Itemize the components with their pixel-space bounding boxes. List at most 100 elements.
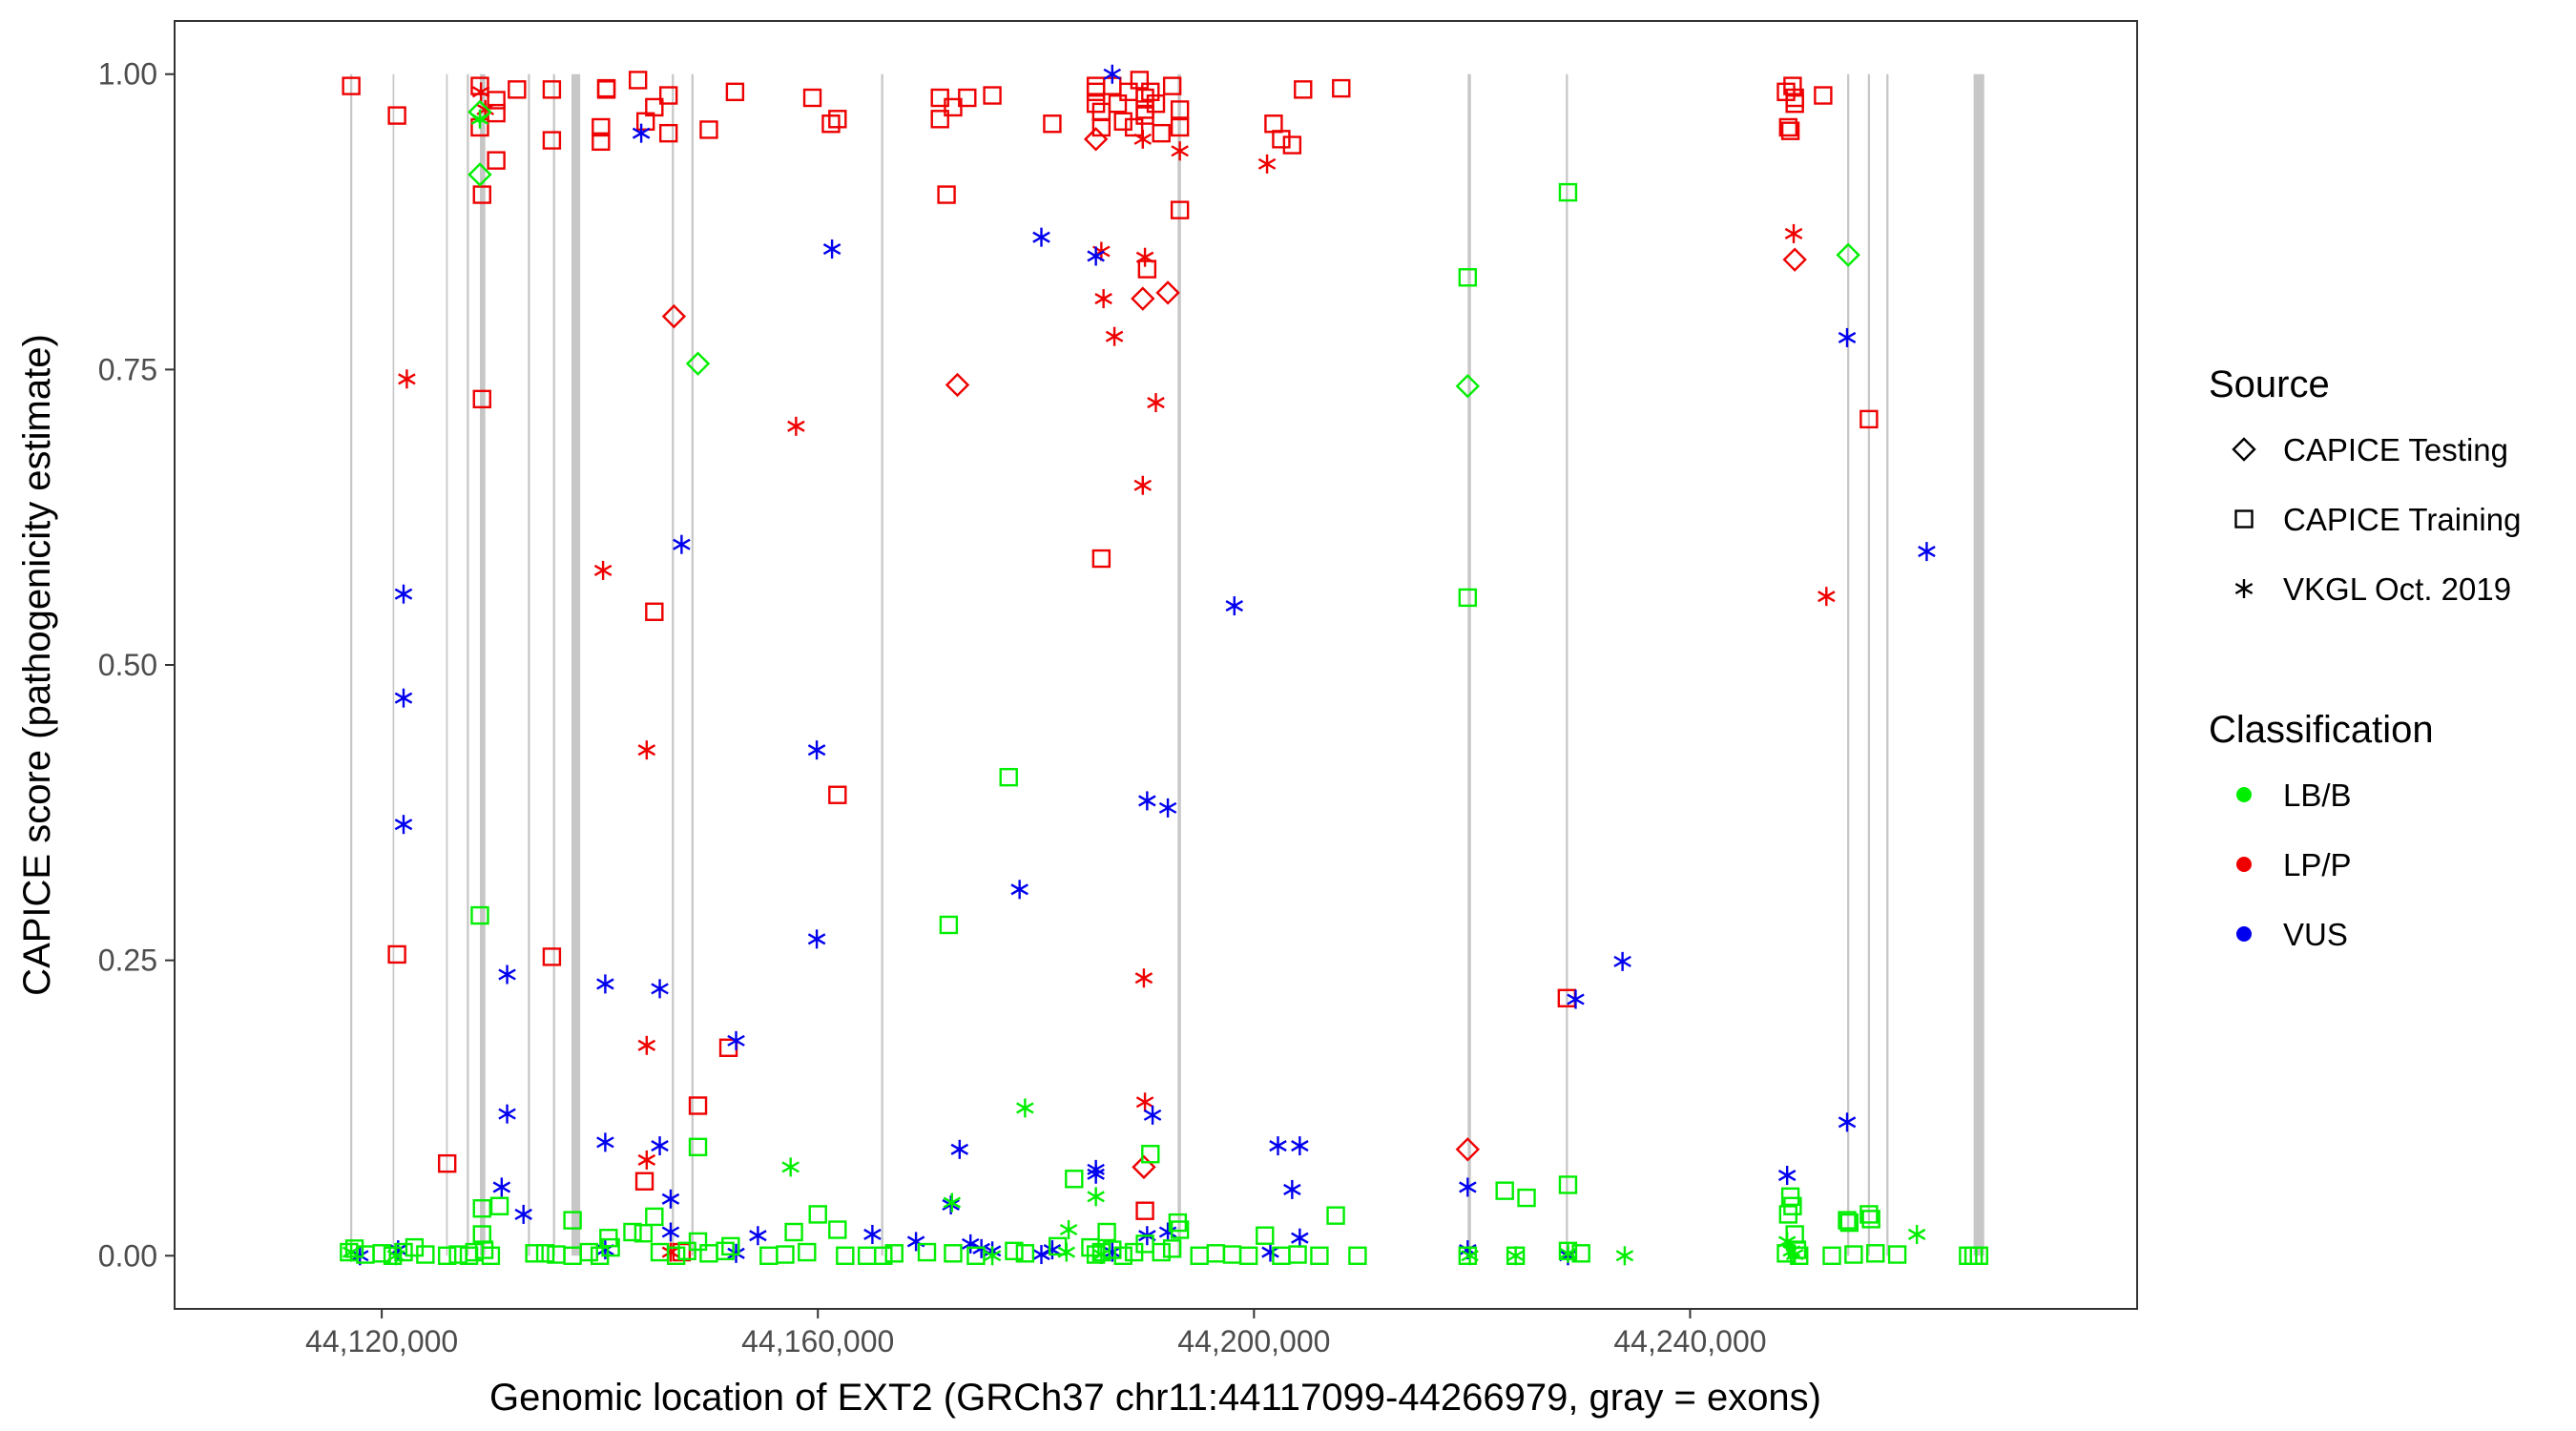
data-point bbox=[651, 979, 669, 999]
data-point bbox=[1866, 1244, 1885, 1263]
data-point bbox=[1261, 1242, 1279, 1262]
data-point bbox=[1152, 1242, 1171, 1262]
data-point bbox=[874, 1246, 893, 1265]
legend-key-color-dot bbox=[2236, 926, 2252, 942]
legend-label-vkgl: VKGL Oct. 2019 bbox=[2283, 571, 2511, 607]
x-tick-label: 44,240,000 bbox=[1613, 1324, 1766, 1358]
data-point bbox=[1043, 1240, 1062, 1260]
exon-bar bbox=[446, 73, 448, 1256]
data-point bbox=[487, 91, 506, 110]
data-point bbox=[1171, 141, 1189, 161]
data-point bbox=[1170, 1220, 1190, 1239]
data-point bbox=[1113, 112, 1132, 131]
data-point bbox=[1288, 1245, 1307, 1264]
data-point bbox=[685, 351, 711, 376]
x-tick-label: 44,200,000 bbox=[1177, 1324, 1330, 1358]
data-point bbox=[1814, 86, 1833, 105]
exon-bar bbox=[392, 73, 395, 1256]
data-point bbox=[1822, 1246, 1841, 1265]
data-point bbox=[1785, 88, 1804, 108]
exon-bar bbox=[528, 73, 530, 1256]
data-point bbox=[1272, 130, 1291, 149]
data-point bbox=[944, 1244, 963, 1263]
data-point bbox=[1778, 117, 1798, 137]
data-point bbox=[387, 106, 406, 125]
data-point bbox=[1291, 1228, 1309, 1248]
y-axis-title: CAPICE score (pathogenicity estimate) bbox=[16, 334, 58, 996]
exon-bar bbox=[552, 73, 555, 1256]
data-point bbox=[1780, 121, 1800, 140]
data-point bbox=[498, 1104, 516, 1124]
data-point bbox=[1043, 114, 1062, 134]
data-point bbox=[983, 1246, 1002, 1266]
data-point bbox=[1087, 1164, 1105, 1184]
exon-bar bbox=[691, 73, 694, 1256]
data-point bbox=[394, 815, 413, 835]
data-point bbox=[821, 114, 841, 134]
data-point bbox=[828, 785, 847, 804]
legend-label-lbb: LB/B bbox=[2283, 778, 2352, 813]
data-point bbox=[1105, 326, 1124, 346]
data-point bbox=[808, 1205, 827, 1224]
data-point bbox=[599, 1228, 618, 1248]
data-point bbox=[1133, 129, 1153, 149]
legend-key-color-dot bbox=[2236, 857, 2252, 872]
data-point bbox=[1969, 1246, 1988, 1265]
data-point bbox=[1838, 327, 1857, 347]
data-point bbox=[1141, 1145, 1160, 1164]
data-point bbox=[958, 88, 977, 108]
legend-key-asterisk bbox=[2234, 579, 2254, 598]
data-point bbox=[1143, 1105, 1162, 1125]
data-point bbox=[525, 1244, 544, 1263]
x-axis-title: Genomic location of EXT2 (GRCh37 chr11:4… bbox=[489, 1377, 1821, 1419]
data-point bbox=[398, 369, 416, 389]
data-point bbox=[489, 1196, 509, 1215]
data-point bbox=[1158, 798, 1177, 818]
data-point bbox=[1059, 1220, 1078, 1240]
data-point bbox=[787, 416, 805, 436]
data-point bbox=[1135, 88, 1154, 108]
data-point bbox=[1907, 1224, 1926, 1244]
legend-key-color-dot bbox=[2236, 787, 2252, 802]
data-point bbox=[596, 974, 614, 994]
data-point bbox=[784, 1222, 803, 1242]
data-point bbox=[342, 1242, 361, 1262]
data-point bbox=[1134, 968, 1153, 988]
data-point bbox=[983, 86, 1002, 105]
data-point bbox=[1918, 542, 1936, 562]
data-point bbox=[930, 88, 949, 108]
data-point bbox=[1005, 1241, 1024, 1261]
data-point bbox=[1844, 1245, 1863, 1264]
data-point bbox=[658, 86, 678, 105]
data-point bbox=[1256, 1226, 1275, 1245]
data-point bbox=[1097, 1222, 1116, 1242]
data-point bbox=[383, 1246, 403, 1265]
data-point bbox=[1032, 1245, 1050, 1265]
data-point bbox=[542, 947, 562, 966]
data-point bbox=[1283, 1179, 1301, 1199]
data-point bbox=[1016, 1098, 1034, 1118]
data-point bbox=[1782, 247, 1807, 272]
data-point bbox=[1461, 1246, 1479, 1266]
data-point bbox=[634, 1172, 654, 1191]
data-point bbox=[1839, 1213, 1859, 1233]
data-point bbox=[1170, 200, 1190, 219]
y-tick-label: 0.25 bbox=[98, 944, 157, 978]
data-point bbox=[1784, 223, 1803, 243]
data-point bbox=[628, 71, 648, 90]
data-point bbox=[1225, 596, 1244, 616]
data-point bbox=[798, 1242, 817, 1262]
data-point bbox=[1458, 1246, 1478, 1265]
data-point bbox=[416, 1245, 435, 1264]
data-point bbox=[863, 1224, 882, 1244]
data-point bbox=[966, 1246, 986, 1265]
y-tick-label: 1.00 bbox=[98, 57, 157, 92]
data-point bbox=[836, 1246, 855, 1265]
data-point bbox=[1291, 1136, 1309, 1156]
data-point bbox=[514, 1204, 532, 1224]
data-point bbox=[1567, 989, 1585, 1009]
data-point bbox=[1057, 1242, 1076, 1262]
data-point bbox=[1152, 123, 1171, 143]
data-point bbox=[651, 1136, 669, 1156]
data-point bbox=[1113, 1246, 1132, 1265]
